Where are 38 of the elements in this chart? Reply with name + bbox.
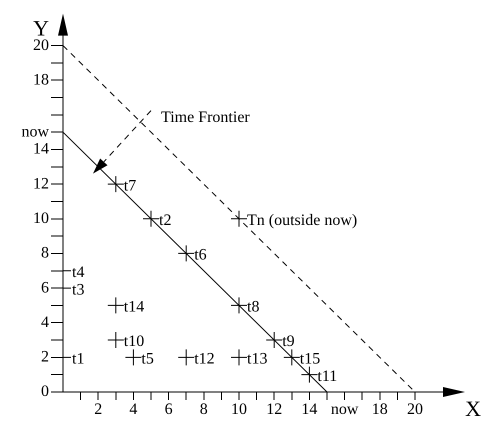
y-tick-label: 6 — [41, 279, 49, 296]
annotation: t14 — [124, 298, 144, 316]
x-tick-label: 14 — [301, 400, 318, 418]
annotation: t5 — [141, 350, 154, 368]
y-tick-label: 4 — [41, 314, 49, 331]
annotation: Tn (outside now) — [247, 212, 358, 229]
annotation: t11 — [317, 368, 338, 385]
y-tick-label: 14 — [33, 140, 49, 158]
x-tick-label: 2 — [94, 400, 102, 418]
y-tick-label: 12 — [33, 175, 49, 192]
annotation: t13 — [247, 350, 268, 368]
annotation: t10 — [124, 333, 144, 350]
annotation: t15 — [300, 350, 320, 368]
y-tick-label: 0 — [41, 383, 49, 400]
annotation: t1 — [72, 350, 84, 368]
annotation: t8 — [247, 298, 260, 316]
y-tick-label: 10 — [33, 210, 49, 227]
annotation: t9 — [282, 333, 295, 350]
annotation: t6 — [194, 246, 207, 264]
annotation: Time Frontier — [161, 108, 250, 126]
x-tick-label: now — [330, 400, 359, 418]
x-tick-label: 4 — [129, 400, 138, 418]
y-tick-label: now — [21, 123, 50, 140]
y-tick-label: 18 — [33, 71, 49, 88]
x-axis-title: X — [465, 396, 482, 421]
y-tick-label: 2 — [41, 348, 49, 366]
annotation: t3 — [72, 281, 84, 298]
annotation: t12 — [194, 350, 215, 368]
annotation: t2 — [159, 212, 172, 229]
x-tick-label: 8 — [200, 400, 208, 418]
annotation: t4 — [72, 264, 84, 281]
x-tick-label: 20 — [407, 400, 423, 418]
x-tick-label: 12 — [266, 400, 282, 418]
y-tick-label: 8 — [41, 244, 49, 262]
x-tick-label: 18 — [372, 400, 388, 418]
x-tick-label: 6 — [164, 400, 173, 418]
x-tick-label: 10 — [231, 400, 247, 418]
annotation: t7 — [124, 177, 136, 194]
